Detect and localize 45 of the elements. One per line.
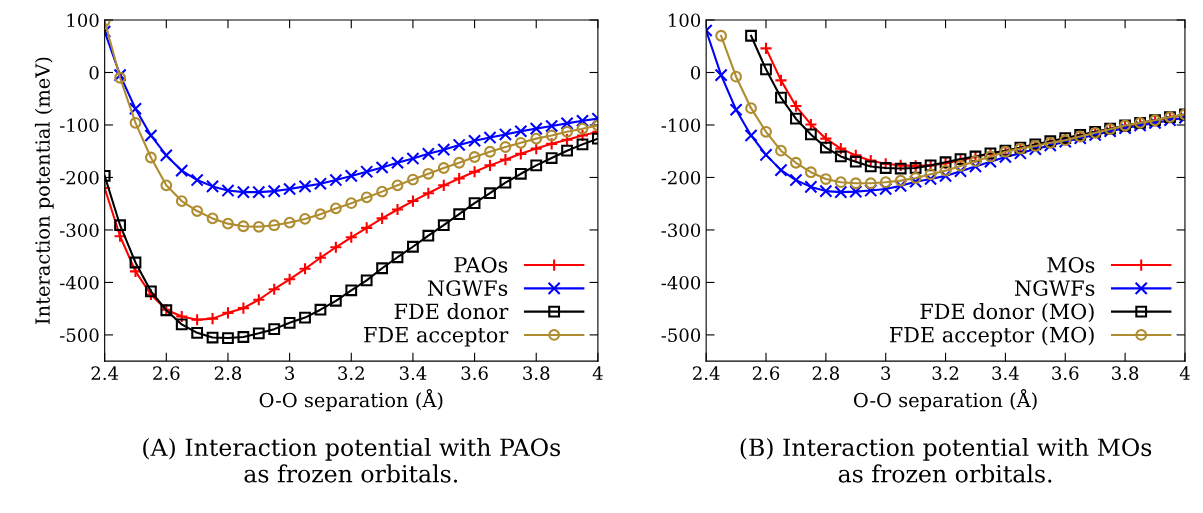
x-tick-label: 4 bbox=[1179, 366, 1190, 380]
x-axis-title: O-O separation (Å) bbox=[853, 389, 1037, 412]
y-tick-label: -500 bbox=[661, 328, 701, 343]
x-tick-label: 3.2 bbox=[338, 366, 364, 380]
x-tick-label: 4 bbox=[592, 366, 603, 380]
x-tick-label: 3.4 bbox=[399, 366, 427, 380]
legend-label: NGWFs bbox=[427, 280, 508, 296]
y-tick-label: 100 bbox=[67, 13, 99, 28]
y-tick-label: 0 bbox=[691, 65, 701, 80]
y-tick-label: 100 bbox=[669, 13, 701, 28]
legend-label: FDE donor (MO) bbox=[920, 303, 1094, 323]
y-tick-label: -200 bbox=[661, 170, 701, 185]
x-tick-label: 2.4 bbox=[91, 366, 119, 380]
x-tick-label: 3.4 bbox=[992, 366, 1019, 380]
y-tick-label: -100 bbox=[60, 118, 99, 133]
y-tick-label: -100 bbox=[661, 118, 701, 133]
y-tick-label: -400 bbox=[661, 275, 701, 290]
y-axis-title: Interaction potential (meV) bbox=[34, 57, 54, 324]
x-tick-label: 2.4 bbox=[693, 366, 720, 380]
x-tick-label: 3.8 bbox=[523, 366, 550, 380]
y-tick-label: 0 bbox=[89, 65, 99, 80]
x-axis-title: O-O separation (Å) bbox=[259, 389, 443, 412]
legend-label: PAOs bbox=[454, 256, 508, 273]
y-tick-label: -300 bbox=[661, 223, 701, 238]
x-tick-label: 3.2 bbox=[932, 366, 959, 380]
legend-label: FDE acceptor (MO) bbox=[889, 326, 1094, 347]
x-tick-label: 3.6 bbox=[461, 366, 488, 380]
x-tick-label: 3.6 bbox=[1052, 366, 1079, 380]
x-tick-label: 2.8 bbox=[812, 366, 839, 380]
y-tick-label: -200 bbox=[60, 170, 99, 185]
y-tick-label: -300 bbox=[60, 223, 99, 238]
legend-label: FDE donor bbox=[394, 303, 509, 320]
text: (B) Interaction potential with MOs as frozen orbitals. bbox=[740, 437, 1152, 483]
x-tick-label: 2.8 bbox=[214, 366, 242, 380]
y-tick-label: -400 bbox=[60, 275, 99, 290]
x-tick-label: 2.6 bbox=[153, 366, 180, 380]
x-tick-label: 3.8 bbox=[1112, 366, 1139, 380]
legend-label: FDE acceptor bbox=[364, 327, 509, 347]
x-tick-label: 3 bbox=[881, 366, 891, 380]
x-tick-label: 3 bbox=[285, 366, 295, 380]
x-tick-label: 2.6 bbox=[752, 366, 780, 380]
legend-label: NGWFs bbox=[1014, 280, 1095, 296]
text: (A) Interaction potential with PAOs as frozen orbitals. bbox=[143, 437, 561, 483]
y-tick-label: -500 bbox=[60, 328, 99, 343]
legend-label: MOs bbox=[1047, 256, 1095, 273]
